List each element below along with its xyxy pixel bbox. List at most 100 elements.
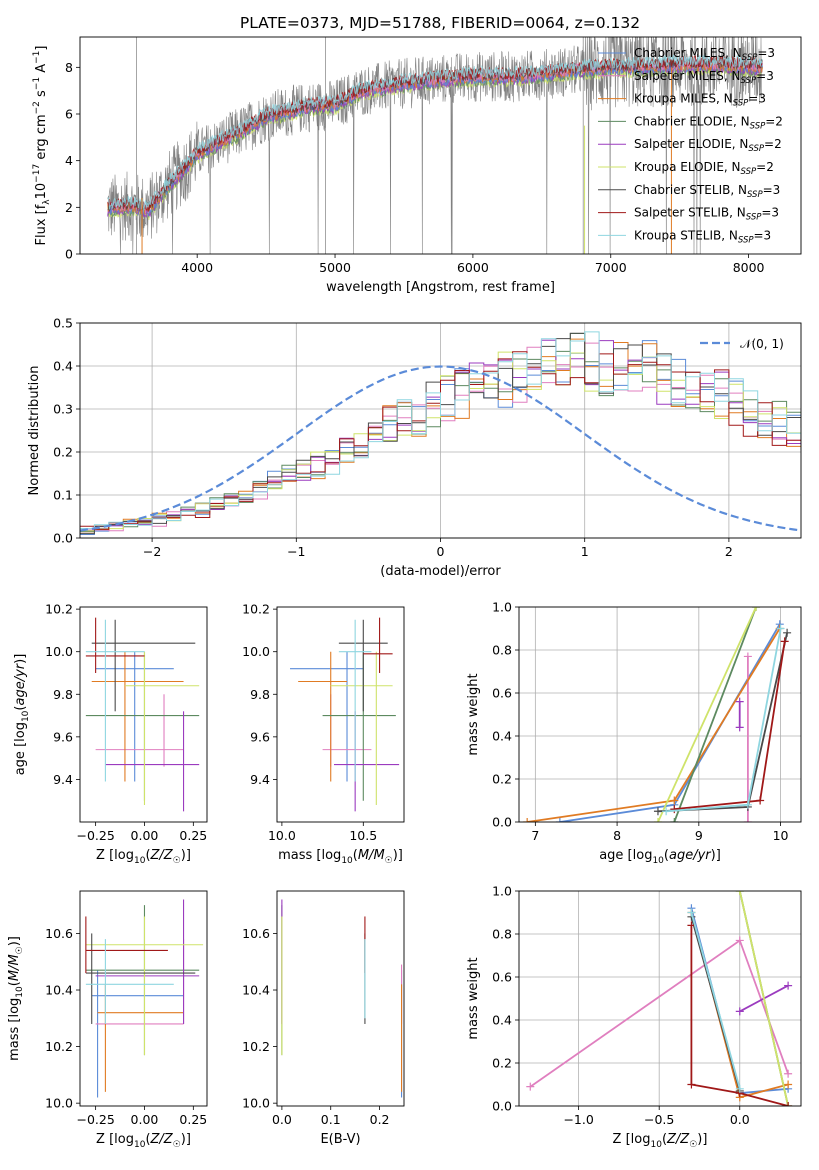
- y-axis-label: mass weight: [466, 957, 481, 1039]
- label-part: 10: [652, 856, 664, 866]
- massweight-marker: [670, 805, 679, 814]
- plot-frame: [276, 890, 405, 1107]
- errorbar-kroupa_miles: [91, 651, 184, 782]
- label-part: ☉: [15, 946, 25, 954]
- legend-label: Chabrier ELODIE, NSSP=2: [634, 114, 783, 131]
- errorbar-salpeter_stelib: [85, 916, 168, 974]
- plot-area: [85, 617, 200, 812]
- y-tick-label: 0.2: [53, 445, 73, 460]
- label-part: Z/Z: [150, 1132, 174, 1147]
- normal-distribution-curve: [80, 365, 801, 532]
- legend-label-suffix: =3: [757, 46, 775, 60]
- label-part: ☉: [689, 1140, 697, 1150]
- errorbar-kroupa_miles: [298, 651, 348, 782]
- massweight-marker: [653, 807, 662, 816]
- x-tick-label: 7: [531, 828, 539, 843]
- y-tick-label: 1.0: [492, 884, 512, 899]
- massweight-marker: [670, 818, 679, 822]
- y-tick-label: 10.6: [242, 926, 270, 941]
- label-part: Z/Z: [666, 1132, 690, 1147]
- x-tick-label: 5000: [319, 260, 351, 275]
- errorbar-salpeter_elodie: [95, 899, 200, 1024]
- label-part: )]: [13, 654, 28, 664]
- legend-label-main: Chabrier ELODIE, N: [634, 114, 750, 128]
- plot-frame: [79, 322, 802, 539]
- x-tick-label: −0.25: [76, 828, 114, 843]
- legend-label: Chabrier STELIB, NSSP=3: [634, 183, 780, 200]
- histogram-legend: 𝒩(0, 1): [700, 337, 784, 351]
- histogram-salpeter_elodie: [80, 339, 801, 531]
- y-tick-label: 0.2: [492, 772, 512, 787]
- massweight-series-salpeter_stelib: [670, 637, 789, 814]
- label-part: )]: [181, 1132, 191, 1147]
- label-part: mass [log: [278, 848, 341, 863]
- legend-label-sub: SSP: [746, 213, 762, 223]
- legend-label-sub: SSP: [748, 144, 764, 154]
- label-part: (: [662, 1132, 667, 1147]
- plot-frame: [276, 606, 405, 823]
- plot-area: [281, 899, 403, 1098]
- massweight-marker: [526, 1082, 535, 1091]
- model-spectrum-kroupa_stelib: [107, 54, 763, 211]
- y-tick-label: 10.4: [45, 983, 73, 998]
- label-part: erg cm: [34, 114, 49, 163]
- label-part: 10: [34, 183, 49, 200]
- x-tick-label: −0.25: [76, 1112, 114, 1127]
- label-part: (: [13, 706, 28, 711]
- massweight-marker: [743, 652, 752, 661]
- histogram-salpeter_miles: [80, 342, 801, 533]
- plot-frame: [518, 890, 802, 1107]
- y-tick-label: 0.3: [53, 402, 73, 417]
- label-part: ☉: [173, 1140, 181, 1150]
- y-tick-label: 10.2: [242, 602, 270, 617]
- label-part: (: [145, 848, 150, 863]
- legend-label-sub: SSP: [742, 53, 758, 63]
- y-tick-label: 9.8: [53, 687, 73, 702]
- label-part: 10: [650, 1140, 662, 1150]
- y-tick-label: 10.4: [242, 983, 270, 998]
- histogram-kroupa_stelib: [80, 331, 801, 529]
- massweight-series-kroupa_elodie: [735, 891, 793, 1106]
- y-tick-label: 1.0: [492, 600, 512, 615]
- legend-label: Salpeter MILES, NSSP=3: [634, 69, 774, 86]
- y-axis-label: Normed distribution: [27, 366, 42, 496]
- label-part: ]: [34, 46, 49, 51]
- x-tick-label: 1: [581, 544, 589, 559]
- plot-frame: [79, 606, 208, 823]
- label-part: A: [34, 64, 49, 77]
- massweight-marker: [784, 1080, 793, 1089]
- errorbar-salpeter_elodie: [333, 711, 400, 812]
- y-tick-label: 10.0: [45, 644, 73, 659]
- label-part: age [log: [599, 848, 652, 863]
- age-vs-mass-panel: 10.0 10.5 9.4 9.6 9.8 10.0 10.2 mass [log10(M/M…: [242, 602, 405, 866]
- massweight-marker: [735, 936, 744, 945]
- errorbar-kroupa_stelib: [338, 619, 372, 782]
- plot-area: [526, 891, 793, 1106]
- errorbar-chabrier_stelib: [85, 933, 196, 1024]
- y-tick-label: 8: [65, 60, 73, 75]
- x-axis-label: Z [log10(Z/Z☉)]: [96, 848, 191, 866]
- label-part: −2: [32, 101, 42, 114]
- label-part: 10: [134, 856, 146, 866]
- massweight-marker: [752, 607, 761, 611]
- y-tick-label: 0.8: [492, 643, 512, 658]
- x-axis-label: mass [log10(M/M☉)]: [278, 848, 403, 866]
- legend-label-suffix: =2: [765, 114, 783, 128]
- massweight-marker: [784, 981, 793, 990]
- errorbar-chabrier_elodie: [85, 905, 200, 1056]
- errorbar-kroupa_stelib: [85, 619, 145, 782]
- x-axis-label: (data-model)/error: [380, 564, 501, 579]
- massweight-marker: [735, 723, 744, 732]
- label-part: )]: [711, 848, 721, 863]
- massweight-marker: [743, 800, 752, 809]
- spectrum-panel: 4000 5000 6000 7000 8000 0 2 4 6 8 wavelength [Ang…: [32, 36, 802, 295]
- legend-label-sub: SSP: [747, 190, 763, 200]
- age-vs-metallicity-panel: −0.25 0.00 0.259.49.69.810.010.2Z [log10(Z…: [13, 602, 208, 866]
- massweight-series-salpeter_stelib: [687, 921, 793, 1106]
- massweight-series-kroupa_stelib: [662, 624, 785, 816]
- legend-label-main: Kroupa MILES, N: [634, 92, 733, 106]
- errorbar-chabrier_stelib: [91, 619, 196, 712]
- massweight-line: [559, 623, 781, 822]
